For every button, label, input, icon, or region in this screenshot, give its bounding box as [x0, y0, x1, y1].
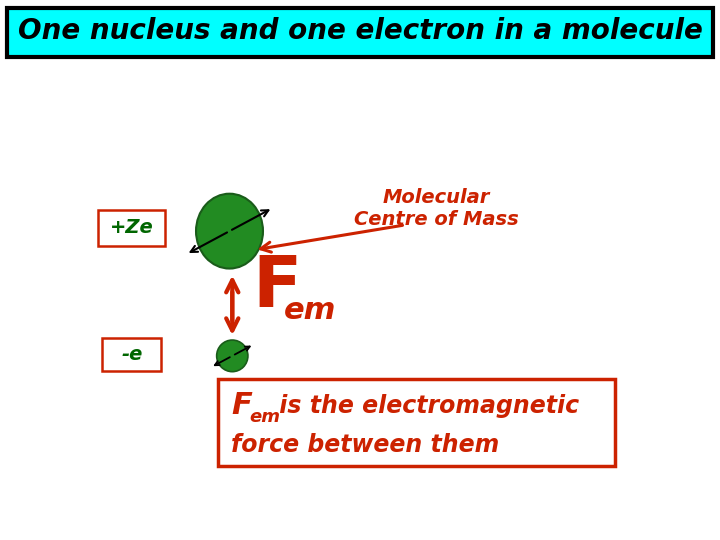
Text: Molecular
Centre of Mass: Molecular Centre of Mass [354, 188, 518, 229]
Text: One nucleus and one electron in a molecule: One nucleus and one electron in a molecu… [17, 17, 703, 45]
Text: is the electromagnetic: is the electromagnetic [271, 394, 580, 418]
Text: -e: -e [121, 345, 143, 364]
FancyBboxPatch shape [102, 339, 161, 371]
Ellipse shape [196, 194, 263, 268]
FancyBboxPatch shape [99, 211, 166, 246]
Ellipse shape [217, 340, 248, 372]
Text: em: em [249, 408, 280, 427]
Text: $\mathbf{F}$: $\mathbf{F}$ [252, 253, 297, 322]
Text: +Ze: +Ze [110, 218, 154, 237]
Text: F: F [231, 392, 252, 420]
Text: force between them: force between them [231, 433, 500, 457]
Text: em: em [284, 295, 336, 325]
FancyBboxPatch shape [218, 379, 615, 466]
